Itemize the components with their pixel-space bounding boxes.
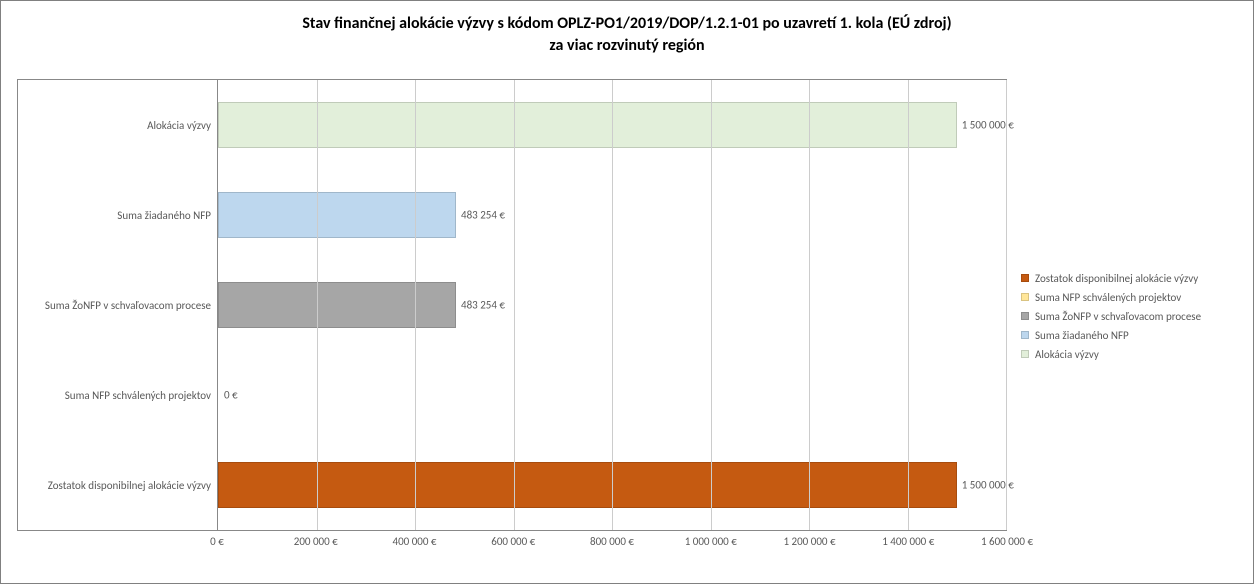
chart-title-line2: za viac rozvinutý región [549, 36, 704, 55]
y-label-text: Suma ŽoNFP v schvaľovacom procese [45, 299, 211, 312]
bar-zostatok: 1 500 000 € [218, 462, 957, 509]
grid-line [809, 80, 810, 530]
y-label: Zostatok disponibilnej alokácie výzvy [18, 440, 217, 530]
grid-line [317, 80, 318, 530]
x-tick-label: 400 000 € [393, 535, 437, 548]
legend-swatch [1021, 274, 1029, 282]
bar-value-label: 483 254 € [461, 298, 505, 311]
legend: Zostatok disponibilnej alokácie výzvy Su… [1007, 79, 1237, 553]
x-axis: 0 €200 000 €400 000 €600 000 €800 000 €1… [217, 531, 1007, 553]
plot-outer: Alokácia výzvy Suma žiadaného NFP Suma Ž… [17, 79, 1007, 531]
legend-swatch [1021, 331, 1029, 339]
chart-title: Stav finančnej alokácie výzvy s kódom OP… [17, 13, 1237, 56]
legend-swatch [1021, 293, 1029, 301]
legend-label: Zostatok disponibilnej alokácie výzvy [1035, 272, 1198, 285]
bar-value-label: 483 254 € [461, 208, 505, 221]
y-label: Alokácia výzvy [18, 80, 217, 170]
y-label-text: Suma NFP schválených projektov [65, 389, 211, 402]
legend-item: Suma ŽoNFP v schvaľovacom procese [1021, 310, 1237, 323]
y-label: Suma žiadaného NFP [18, 170, 217, 260]
legend-swatch [1021, 350, 1029, 358]
grid-line [1006, 80, 1007, 530]
legend-label: Suma NFP schválených projektov [1035, 291, 1181, 304]
y-axis-labels: Alokácia výzvy Suma žiadaného NFP Suma Ž… [18, 80, 218, 530]
grid-line [711, 80, 712, 530]
bar-proces: 483 254 € [218, 282, 456, 329]
plot-area: 1 500 000 € 483 254 € 483 254 € 0 € 1 50… [218, 80, 1006, 530]
y-label-text: Alokácia výzvy [147, 119, 211, 132]
x-tick-label: 600 000 € [491, 535, 535, 548]
plot-column: Alokácia výzvy Suma žiadaného NFP Suma Ž… [17, 79, 1007, 553]
x-tick-label: 1 000 000 € [685, 535, 737, 548]
legend-item: Alokácia výzvy [1021, 348, 1237, 361]
chart-title-line1: Stav finančnej alokácie výzvy s kódom OP… [302, 14, 951, 33]
bar-ziadane: 483 254 € [218, 192, 456, 239]
grid-line [612, 80, 613, 530]
grid-line [514, 80, 515, 530]
legend-item: Suma žiadaného NFP [1021, 329, 1237, 342]
legend-label: Alokácia výzvy [1035, 348, 1099, 361]
x-tick-label: 1 400 000 € [882, 535, 934, 548]
y-label-text: Suma žiadaného NFP [117, 209, 211, 222]
x-tick-label: 800 000 € [590, 535, 634, 548]
y-label: Suma NFP schválených projektov [18, 350, 217, 440]
chart-container: Stav finančnej alokácie výzvy s kódom OP… [0, 0, 1254, 584]
chart-body: Alokácia výzvy Suma žiadaného NFP Suma Ž… [17, 79, 1237, 553]
legend-label: Suma ŽoNFP v schvaľovacom procese [1035, 310, 1201, 323]
legend-item: Zostatok disponibilnej alokácie výzvy [1021, 272, 1237, 285]
y-label: Suma ŽoNFP v schvaľovacom procese [18, 260, 217, 350]
y-label-text: Zostatok disponibilnej alokácie výzvy [48, 479, 211, 492]
bar-value-label: 0 € [224, 388, 238, 401]
legend-item: Suma NFP schválených projektov [1021, 291, 1237, 304]
x-tick-label: 200 000 € [294, 535, 338, 548]
x-tick-label: 1 600 000 € [981, 535, 1033, 548]
x-tick-label: 1 200 000 € [783, 535, 835, 548]
grid-line [415, 80, 416, 530]
x-tick-label: 0 € [210, 535, 224, 548]
bar-alokacia: 1 500 000 € [218, 102, 957, 149]
grid-line [908, 80, 909, 530]
legend-swatch [1021, 312, 1029, 320]
legend-label: Suma žiadaného NFP [1035, 329, 1129, 342]
